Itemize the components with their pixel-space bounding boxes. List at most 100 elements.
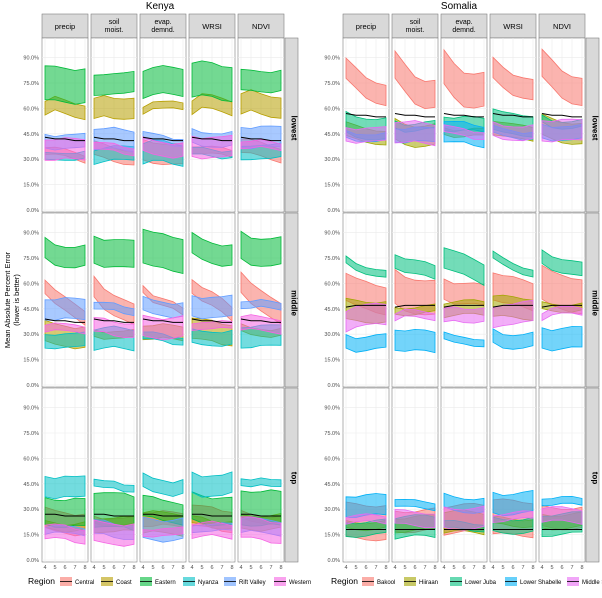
series-band — [240, 230, 282, 267]
y-tick-label: 0.0% — [26, 383, 39, 389]
series-band — [394, 254, 436, 280]
x-tick-label: 8 — [482, 565, 485, 571]
y-tick-label: 90.0% — [23, 231, 39, 237]
row-strip-label: middle — [591, 290, 600, 316]
x-tick-label: 7 — [171, 565, 174, 571]
facet-title-1: Somalia — [441, 1, 478, 12]
series-band — [44, 475, 86, 500]
x-tick-label: 6 — [259, 565, 262, 571]
y-tick-label: 90.0% — [324, 406, 340, 412]
column-strip — [489, 13, 537, 39]
row-strip — [284, 387, 299, 563]
series-band — [142, 472, 184, 497]
x-tick-label: 5 — [249, 565, 252, 571]
x-tick-label: 6 — [511, 565, 514, 571]
legend-item-label: Central — [75, 580, 94, 586]
national-average-line — [93, 136, 134, 142]
national-average-line — [45, 513, 85, 517]
legend-item-label: Lower Juba — [465, 580, 497, 586]
x-tick-label: 6 — [413, 565, 416, 571]
x-tick-label: 4 — [239, 565, 242, 571]
x-tick-label: 7 — [73, 565, 76, 571]
national-average-line — [541, 113, 582, 118]
y-tick-label: 75.0% — [324, 431, 340, 437]
x-tick-label: 4 — [141, 565, 144, 571]
national-average-line — [191, 318, 232, 323]
series-band — [394, 120, 436, 147]
y-tick-label: 90.0% — [23, 406, 39, 412]
national-average-line — [240, 136, 281, 142]
column-strip-label: precip — [356, 22, 376, 31]
series-band — [142, 314, 184, 341]
series-band — [394, 328, 436, 354]
row-strip-label: top — [290, 472, 299, 485]
y-tick-label: 45.0% — [324, 132, 340, 138]
x-tick-label: 6 — [210, 565, 213, 571]
national-average-line — [93, 318, 134, 323]
column-strip-label: moist. — [105, 27, 124, 34]
y-axis-label-line1: Mean Absolute Percent Error — [3, 251, 12, 348]
y-tick-label: 60.0% — [23, 456, 39, 462]
column-strip — [391, 13, 439, 39]
row-strip-label: middle — [290, 290, 299, 316]
series-band — [541, 118, 583, 143]
x-tick-label: 5 — [403, 565, 406, 571]
x-tick-label: 5 — [102, 565, 105, 571]
series-band — [93, 95, 135, 120]
y-tick-label: 75.0% — [23, 81, 39, 87]
x-tick-label: 7 — [472, 565, 475, 571]
y-tick-label: 15.0% — [23, 358, 39, 364]
national-average-line — [443, 113, 484, 118]
series-band — [44, 523, 86, 545]
y-tick-label: 60.0% — [324, 456, 340, 462]
series-band — [142, 228, 184, 275]
series-band — [142, 100, 184, 115]
national-average-line — [492, 113, 533, 118]
x-tick-label: 8 — [181, 565, 184, 571]
series-band — [345, 255, 387, 278]
row-strip-label: lowest — [591, 116, 600, 141]
series-band — [492, 299, 534, 329]
series-band — [191, 134, 233, 160]
row-strip — [585, 212, 600, 388]
column-strip — [188, 13, 236, 39]
series-band — [93, 141, 135, 157]
series-band — [44, 137, 86, 161]
row-strip — [585, 37, 600, 213]
series-band — [240, 68, 282, 94]
series-band — [44, 331, 86, 350]
y-tick-label: 90.0% — [23, 56, 39, 62]
x-tick-label: 8 — [230, 565, 233, 571]
series-band — [93, 70, 135, 96]
x-tick-label: 6 — [161, 565, 164, 571]
series-band — [492, 121, 534, 142]
legend-item-label: Bakool — [377, 580, 395, 586]
y-tick-label: 30.0% — [324, 157, 340, 163]
column-strip-label: evap. — [154, 19, 171, 26]
series-band — [492, 328, 534, 350]
national-average-line — [191, 136, 232, 142]
series-band — [492, 56, 534, 101]
y-tick-label: 75.0% — [324, 256, 340, 262]
x-tick-label: 4 — [344, 565, 347, 571]
x-tick-label: 8 — [433, 565, 436, 571]
y-tick-label: 45.0% — [23, 307, 39, 313]
x-tick-label: 8 — [132, 565, 135, 571]
series-band — [93, 301, 135, 317]
column-strip-label: evap. — [455, 19, 472, 26]
x-tick-label: 8 — [580, 565, 583, 571]
y-tick-label: 0.0% — [327, 558, 340, 564]
series-band — [44, 297, 86, 321]
national-average-line — [394, 304, 435, 308]
legend-item-label: Rift Valley — [239, 580, 266, 586]
national-average-line — [541, 304, 582, 308]
y-tick-label: 75.0% — [324, 81, 340, 87]
x-tick-label: 5 — [501, 565, 504, 571]
y-tick-label: 15.0% — [324, 533, 340, 539]
x-tick-label: 8 — [531, 565, 534, 571]
column-strip-label: soil — [109, 19, 120, 26]
series-band — [443, 505, 485, 531]
series-band — [492, 510, 534, 524]
series-band — [541, 495, 583, 507]
